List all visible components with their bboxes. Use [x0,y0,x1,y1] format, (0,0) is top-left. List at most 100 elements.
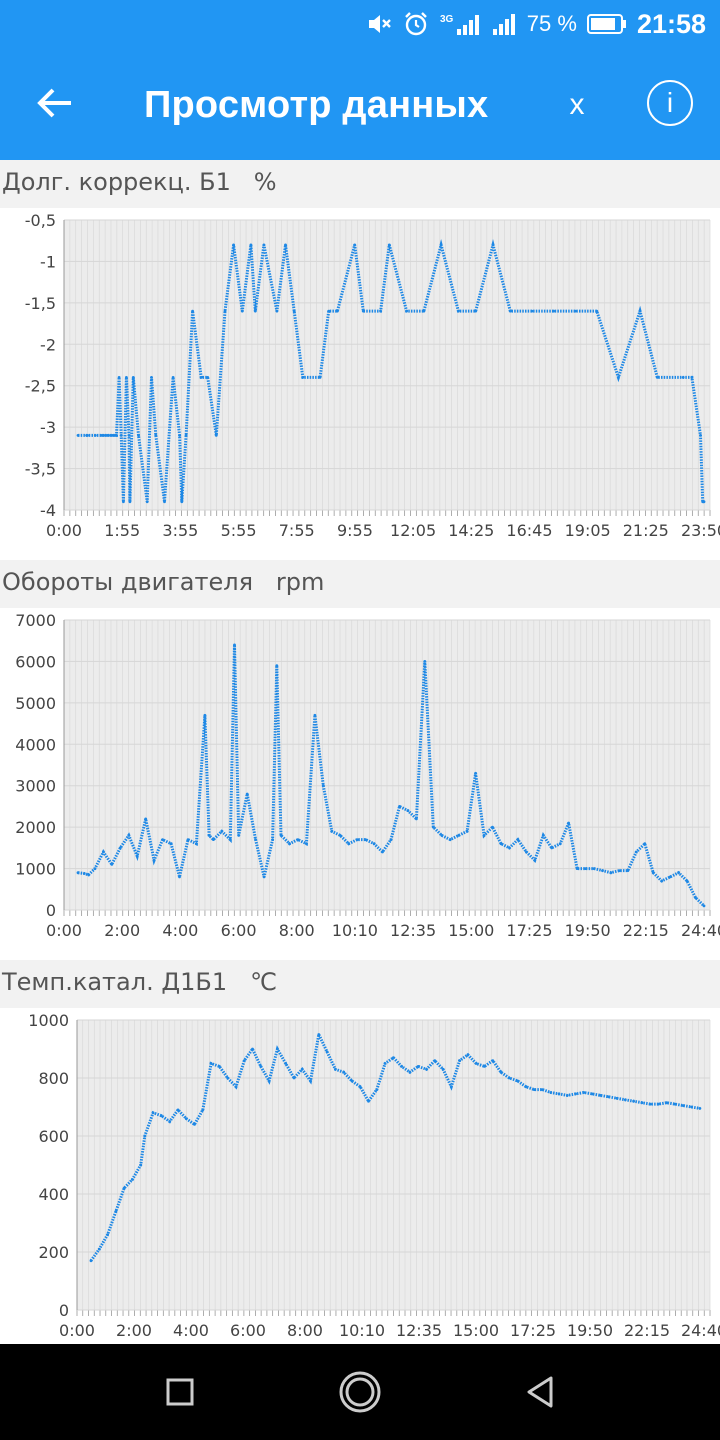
data-point [381,850,384,854]
data-point [405,309,408,313]
data-point [681,1104,685,1107]
data-point [392,1056,395,1060]
data-point [199,376,203,379]
data-point [643,842,647,846]
data-point [271,838,274,841]
data-point [279,834,283,837]
data-point [191,309,195,313]
data-point [367,1099,370,1103]
data-point [615,1096,619,1100]
data-point [249,243,253,247]
y-tick-label: 400 [38,1185,69,1204]
y-tick-label: 2000 [15,818,56,837]
data-point [207,834,211,837]
data-point [292,309,296,313]
data-point [292,1076,296,1080]
close-button[interactable]: x [569,88,585,121]
data-point [195,842,198,846]
data-point [358,1085,362,1089]
data-point [533,858,537,862]
data-point [634,850,638,854]
x-tick-label: 14:25 [448,521,494,540]
nav-back-button[interactable] [516,1368,564,1416]
x-tick-label: 5:55 [221,521,257,540]
chart-title: Долг. коррекц. Б1 % [2,168,277,196]
data-point [400,1065,403,1068]
data-point [186,838,190,841]
data-point [449,1085,453,1089]
data-point [154,434,158,437]
data-point [499,1070,503,1074]
data-point [441,1067,445,1071]
data-point [313,713,317,717]
chart-plot[interactable]: -0,5 -1 -1,5 -2 -2,5 -3 -3,5 -40:00 1:55 3:55 5:55… [0,208,720,560]
data-point [184,434,188,437]
data-point [201,1108,205,1112]
x-tick-label: 2:00 [104,921,140,940]
data-point [525,850,528,854]
chart-plot[interactable]: 7000 6000 5000 4000 3000 2000 1000 00:00 2:00 4:0… [0,608,720,960]
data-point [457,309,460,313]
data-point [275,664,279,667]
data-point [114,1210,118,1213]
x-tick-label: 22:15 [623,921,669,940]
data-point [673,1102,677,1106]
back-icon [524,1375,556,1409]
data-point [178,875,181,879]
data-point [214,434,218,437]
data-point [440,834,444,837]
x-tick-label: 12:35 [396,1321,442,1340]
data-point [387,243,391,247]
data-point [474,309,478,313]
data-point [267,1079,271,1083]
x-tick-label: 2:00 [116,1321,152,1340]
data-point [431,825,435,829]
y-tick-label: 7000 [15,611,56,630]
data-point [327,309,331,313]
data-point [218,1065,221,1068]
data-point [301,376,305,379]
data-point [660,879,664,883]
data-point [355,838,359,841]
data-point [466,1053,470,1057]
data-point [524,1085,528,1089]
home-button[interactable] [336,1368,384,1416]
data-point [557,1092,561,1096]
mute-icon [367,12,393,36]
data-point [491,1059,495,1062]
data-point [262,875,266,879]
y-tick-label: -2,5 [25,377,56,396]
recent-apps-button[interactable] [156,1368,204,1416]
data-point [330,829,334,833]
info-button[interactable]: i [647,80,693,126]
data-point [251,1047,254,1051]
x-tick-label: 23:50 [681,521,720,540]
x-tick-label: 15:00 [453,1321,499,1340]
chart-catalyst-temp: Темп.катал. Д1Б1 ℃ 1000 800 600 400 200 0 0:00… [0,960,720,1344]
data-point [423,660,427,663]
data-point [253,309,257,313]
chart-title: Обороты двигателя rpm [2,568,325,596]
back-button[interactable] [30,78,80,128]
data-point [102,434,106,437]
data-point [232,243,236,247]
data-point [507,1076,511,1080]
data-point [145,500,149,504]
data-point [106,1233,109,1236]
data-point [240,309,244,313]
data-point [690,376,694,379]
data-point [677,871,680,875]
data-point [532,1088,536,1091]
chart-engine-rpm: Обороты двигателя rpm 7000 6000 5000 4000 30… [0,560,720,960]
y-tick-label: 800 [38,1069,69,1088]
data-point [262,243,266,247]
data-point [168,1120,172,1123]
data-point [300,1067,304,1071]
data-point [151,1111,155,1115]
data-point [152,858,156,862]
data-point [325,1050,329,1054]
chart-plot[interactable]: 1000 800 600 400 200 00:00 2:00 4:00 6:00 8:00 10:… [0,1008,720,1344]
x-tick-label: 0:00 [46,921,82,940]
y-tick-label: 3000 [15,777,56,796]
data-point [668,875,672,879]
